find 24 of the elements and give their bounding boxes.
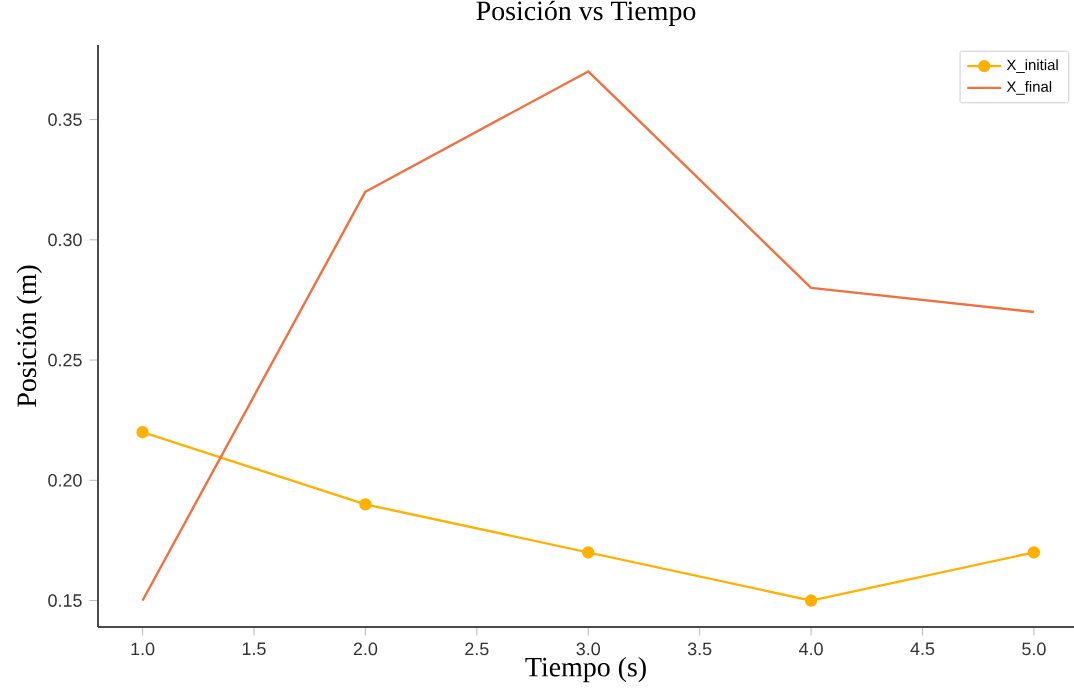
x-tick-label: 4.0 [799, 642, 823, 656]
y-axis-title: Posición (m) [16, 265, 42, 407]
x-tick-label: 3.5 [687, 642, 712, 656]
x-tick-label: 1.5 [242, 642, 266, 656]
x-tick-label: 2.5 [465, 642, 489, 656]
x-axis-title: Tiempo (s) [525, 656, 646, 683]
x-tick-label: 2.0 [353, 642, 378, 656]
y-tick-label: 0.15 [48, 594, 82, 607]
y-tick-label: 0.25 [48, 353, 82, 367]
point [136, 426, 149, 439]
x-tick-label: 1.0 [131, 642, 155, 656]
point [804, 594, 818, 607]
legend-label: X_initial [1006, 59, 1058, 73]
x-tick-label: 3.0 [576, 642, 601, 656]
chart-title: Posición vs Tiempo [476, 0, 696, 26]
y-tick-label: 0.20 [48, 473, 82, 487]
legend-label: X_final [1006, 80, 1052, 95]
x-tick-label: 4.5 [910, 642, 935, 656]
y-tick-label: 0.30 [48, 233, 82, 247]
x-tick-label: 5.0 [1022, 642, 1046, 656]
point [1027, 546, 1041, 559]
point [359, 498, 372, 511]
y-tick-label: 0.35 [48, 113, 82, 126]
point [582, 546, 595, 559]
